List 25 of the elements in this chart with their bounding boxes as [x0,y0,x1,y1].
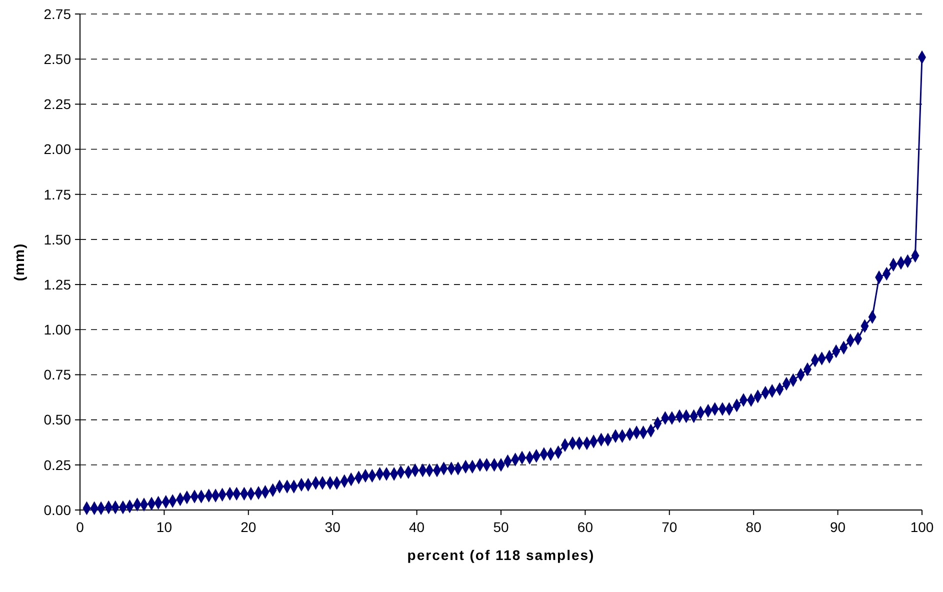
y-tick-label: 0.00 [44,502,72,518]
x-tick-label: 30 [324,519,341,535]
x-tick-label: 80 [746,519,762,535]
y-tick-label: 0.25 [44,456,72,473]
y-axis-title: (mm) [11,242,27,282]
y-tick-label: 1.00 [44,322,72,338]
x-tick-label: 10 [156,519,172,535]
x-tick-label: 40 [409,519,425,535]
x-axis-title: percent (of 118 samples) [407,547,595,563]
x-tick-label: 50 [493,519,509,535]
x-tick-label: 70 [662,519,678,535]
y-tick-label: 0.50 [44,412,72,428]
y-tick-label: 2.00 [44,141,72,158]
y-tick-label: 2.75 [44,6,72,22]
y-tick-label: 2.25 [44,96,72,112]
x-tick-label: 100 [910,519,934,535]
y-tick-label: 1.75 [44,186,72,202]
x-tick-label: 60 [577,519,594,535]
x-tick-label: 90 [830,519,846,535]
y-tick-label: 1.50 [44,231,72,248]
x-tick-label: 20 [240,519,256,535]
x-tick-label: 0 [76,519,84,535]
y-tick-label: 1.25 [44,276,72,292]
y-tick-label: 0.75 [44,366,72,383]
y-tick-label: 2.50 [44,50,72,67]
